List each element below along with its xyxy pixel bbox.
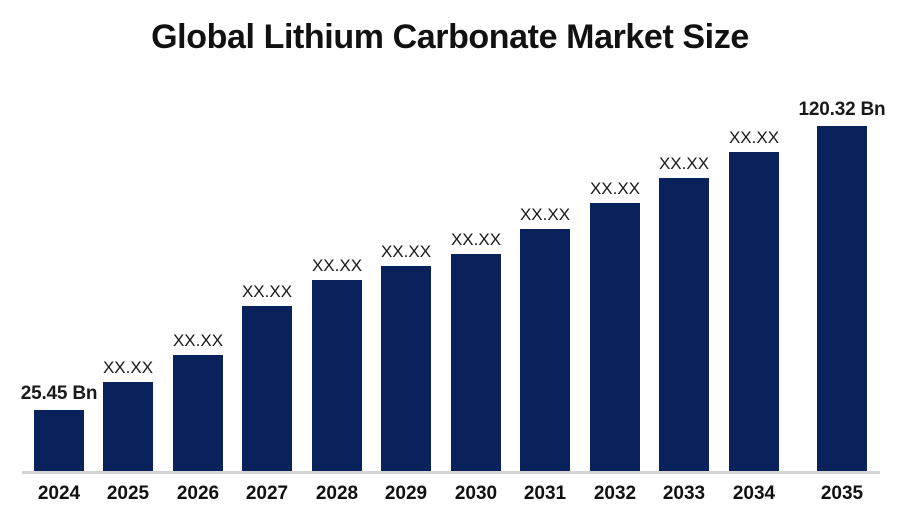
bar	[590, 203, 640, 472]
bar-value-label: XX.XX	[728, 128, 780, 147]
bar-value-label: XX.XX	[519, 205, 571, 224]
bar	[242, 306, 292, 472]
bar	[312, 280, 362, 472]
bar-value-label: XX.XX	[102, 358, 154, 377]
x-axis-tick-label: 2024	[37, 483, 81, 504]
x-axis-tick-label: 2034	[732, 483, 776, 504]
bar-value-label: XX.XX	[241, 282, 293, 301]
x-axis-line	[22, 471, 880, 474]
x-axis-tick-label: 2028	[315, 483, 359, 504]
bar	[520, 229, 570, 472]
bar-value-label: 25.45 Bn	[20, 383, 98, 404]
bar	[729, 152, 779, 472]
bar	[34, 410, 84, 472]
bar-value-label: XX.XX	[450, 230, 502, 249]
bar-value-label: XX.XX	[380, 242, 432, 261]
bar-value-label: XX.XX	[658, 154, 710, 173]
x-axis-tick-label: 2027	[245, 483, 289, 504]
bar	[103, 382, 153, 472]
bar	[659, 178, 709, 472]
x-axis-tick-label: 2031	[523, 483, 567, 504]
bar-value-label: XX.XX	[172, 331, 224, 350]
bar	[173, 355, 223, 472]
x-axis-tick-label: 2035	[820, 483, 864, 504]
x-axis-tick-label: 2032	[593, 483, 637, 504]
x-axis-tick-label: 2030	[454, 483, 498, 504]
bar-value-label: XX.XX	[589, 179, 641, 198]
x-axis-tick-label: 2025	[106, 483, 150, 504]
bar-value-label: 120.32 Bn	[798, 99, 886, 120]
x-axis-tick-label: 2026	[176, 483, 220, 504]
bar	[817, 126, 867, 472]
bar	[451, 254, 501, 472]
bar	[381, 266, 431, 472]
x-axis-tick-label: 2033	[662, 483, 706, 504]
chart-title: Global Lithium Carbonate Market Size	[151, 18, 749, 56]
x-axis-tick-label: 2029	[384, 483, 428, 504]
bar-value-label: XX.XX	[311, 256, 363, 275]
